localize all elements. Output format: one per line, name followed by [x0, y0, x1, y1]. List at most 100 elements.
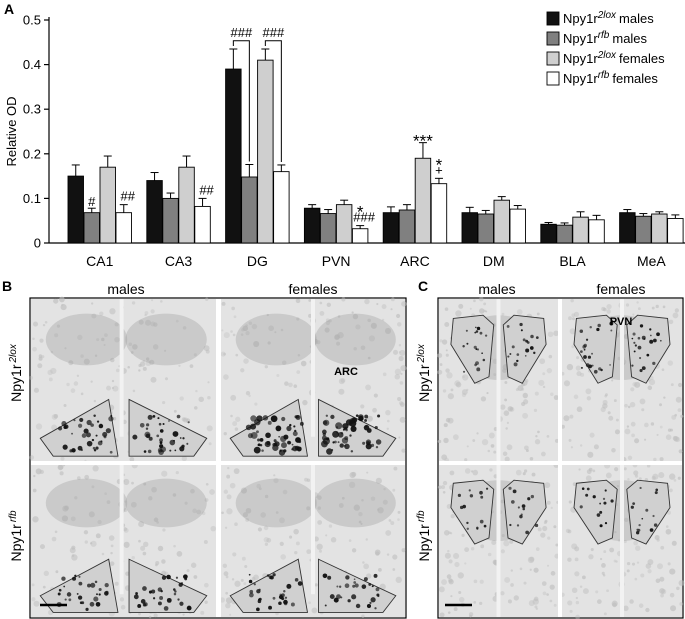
tissue-speckle [450, 595, 453, 598]
tissue-speckle [358, 511, 363, 517]
labeled-cell [253, 446, 261, 454]
tissue-speckle [230, 394, 237, 401]
tissue-speckle [240, 487, 247, 494]
tissue-speckle [361, 499, 364, 502]
tissue-speckle [476, 432, 479, 435]
tissue-speckle [386, 419, 390, 423]
tissue-speckle [574, 546, 580, 552]
tissue-speckle [535, 547, 540, 551]
tissue-speckle [615, 560, 618, 563]
tissue-speckle [540, 532, 546, 538]
tissue-speckle [392, 568, 396, 571]
tissue-speckle [634, 577, 638, 581]
tissue-speckle [537, 527, 542, 532]
labeled-cell [512, 489, 517, 494]
chart-annotations: # ## ##### ######****+* [88, 25, 443, 225]
tissue-speckle [200, 610, 205, 615]
tissue-speckle [605, 472, 612, 479]
tissue-speckle [390, 297, 395, 302]
tile-divider [216, 299, 221, 617]
labeled-cell [273, 439, 277, 443]
labeled-cell [72, 576, 77, 581]
tissue-speckle [266, 537, 272, 543]
tissue-speckle [575, 365, 581, 371]
labeled-cell [375, 446, 379, 449]
tissue-speckle [592, 469, 596, 473]
labeled-cell [351, 594, 357, 600]
tissue-speckle [493, 373, 497, 377]
tissue-speckle [90, 540, 97, 547]
tissue-speckle [649, 376, 654, 380]
tissue-speckle [469, 307, 472, 310]
tissue-speckle [284, 381, 289, 386]
tissue-speckle [260, 512, 266, 518]
tissue-speckle [659, 588, 665, 594]
labeled-cell [587, 355, 592, 359]
labeled-cell [283, 590, 286, 593]
tissue-speckle [340, 378, 346, 383]
tissue-speckle [385, 409, 391, 416]
tissue-speckle [604, 394, 608, 398]
significance-label: ### [353, 210, 375, 225]
labeled-cell [248, 573, 251, 576]
stain-cloud [125, 478, 207, 528]
tissue-speckle [501, 534, 505, 538]
tissue-speckle [182, 326, 187, 330]
labeled-cell [160, 589, 163, 593]
labeled-cell [655, 488, 659, 492]
tissue-speckle [157, 545, 164, 552]
micrograph-tile [29, 296, 216, 462]
labeled-cell [96, 420, 100, 423]
labeled-cell [526, 341, 530, 344]
tissue-speckle [222, 563, 228, 568]
labeled-cell [85, 607, 89, 611]
tissue-speckle [279, 517, 285, 524]
tissue-speckle [279, 541, 284, 546]
labeled-cell [609, 321, 614, 326]
tissue-speckle [192, 508, 197, 514]
tissue-speckle [570, 298, 574, 303]
tissue-speckle [184, 501, 188, 505]
tissue-speckle [534, 605, 538, 609]
tissue-speckle [578, 468, 581, 471]
tissue-speckle [536, 312, 540, 316]
tissue-speckle [95, 533, 101, 539]
labeled-cell [64, 598, 67, 601]
tissue-speckle [71, 554, 75, 557]
labeled-cell [159, 438, 163, 443]
tissue-speckle [437, 439, 442, 444]
labeled-cell [469, 494, 474, 498]
tissue-speckle [338, 378, 345, 385]
tissue-speckle [479, 308, 485, 314]
tissue-speckle [502, 368, 507, 373]
tissue-speckle [630, 421, 636, 427]
tissue-speckle [546, 593, 549, 596]
tissue-speckle [73, 381, 79, 386]
tissue-speckle [229, 482, 236, 489]
tissue-speckle [606, 589, 609, 593]
tissue-speckle [182, 613, 185, 616]
y-tick-label: 0.2 [23, 146, 41, 161]
tissue-speckle [550, 571, 556, 576]
labeled-cell [632, 332, 636, 336]
labeled-cell [631, 337, 634, 340]
tissue-speckle [565, 528, 571, 534]
labeled-cell [137, 604, 142, 608]
labeled-cell [591, 352, 593, 355]
labeled-cell [522, 507, 526, 511]
labeled-cell [78, 575, 81, 578]
tissue-speckle [441, 454, 448, 461]
labeled-cell [333, 597, 339, 603]
legend-label: Npy1rrfb males [563, 30, 648, 46]
tissue-speckle [401, 548, 406, 553]
tissue-speckle [348, 481, 356, 489]
stain-cloud [235, 313, 317, 366]
labeled-cell [86, 440, 93, 447]
tissue-speckle [370, 322, 377, 329]
tissue-speckle [397, 518, 400, 521]
tissue-speckle [130, 501, 137, 508]
tissue-speckle [318, 549, 322, 553]
tissue-speckle [348, 539, 352, 542]
tissue-speckle [588, 554, 594, 560]
tissue-speckle [668, 319, 674, 325]
